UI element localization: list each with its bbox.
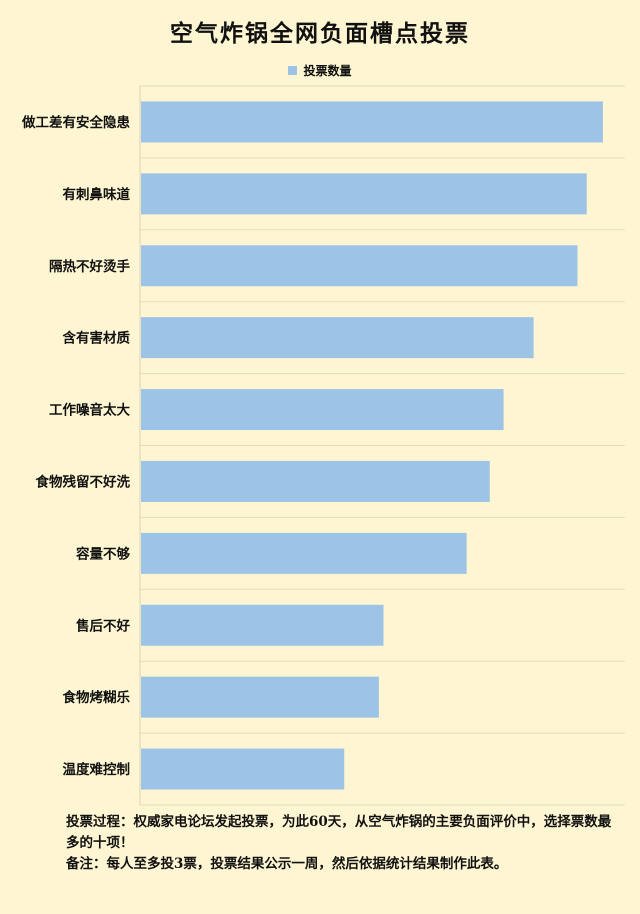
bar (141, 676, 379, 718)
bar (141, 317, 534, 359)
footnote-remark: 备注：每人至多投3票，投票结果公示一周，然后依据统计结果制作此表。 (66, 856, 508, 872)
category-label: 有刺鼻味道 (63, 186, 131, 203)
category-label: 食物残留不好洗 (36, 473, 131, 490)
bar (141, 532, 467, 574)
chart-legend: 投票数量 (0, 62, 640, 79)
bar (141, 604, 384, 646)
category-label: 容量不够 (75, 545, 130, 562)
category-label: 做工差有安全隐患 (21, 114, 130, 131)
footnote: 投票过程：权威家电论坛发起投票，为此60天，从空气炸锅的主要负面评价中，选择票数… (22, 812, 622, 875)
category-label: 食物烤糊乐 (63, 689, 131, 706)
bar (141, 748, 345, 790)
chart-title: 空气炸锅全网负面槽点投票 (170, 20, 470, 47)
bar (141, 101, 603, 143)
category-label: 隔热不好烫手 (49, 258, 130, 275)
category-label: 含有害材质 (63, 330, 131, 347)
bar (141, 245, 578, 287)
footnote-process: 投票过程：权威家电论坛发起投票，为此60天，从空气炸锅的主要负面评价中，选择票数… (66, 814, 612, 851)
bar (141, 173, 587, 215)
legend-swatch (288, 66, 298, 75)
bar (141, 389, 504, 431)
legend-label: 投票数量 (303, 64, 352, 78)
category-label: 售后不好 (75, 617, 130, 634)
category-label: 温度难控制 (63, 761, 131, 778)
bar (141, 460, 490, 502)
category-label: 工作噪音太大 (49, 402, 130, 419)
